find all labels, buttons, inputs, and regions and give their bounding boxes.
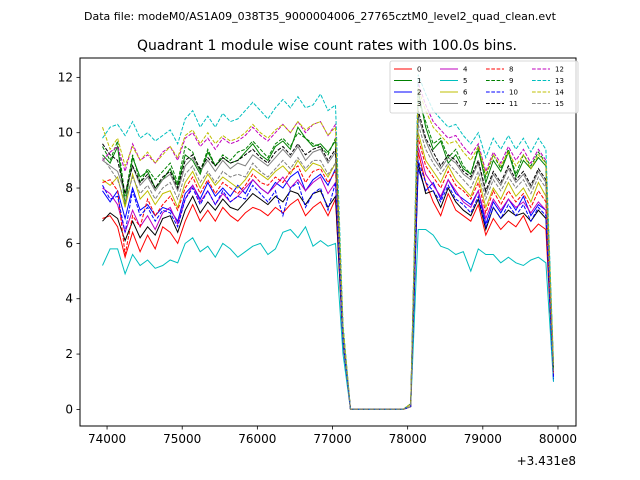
series-line-3 — [102, 162, 554, 410]
axes-frame — [79, 57, 577, 427]
y-tick-label: 2 — [65, 347, 73, 361]
legend-box — [389, 60, 579, 114]
x-axis: 74000 75000 76000 77000 78000 79000 80000 — [88, 426, 577, 446]
legend-label-6: 6 — [463, 89, 468, 97]
x-tick-label: 76000 — [238, 432, 276, 446]
legend-label-0: 0 — [417, 66, 421, 74]
legend-label-8: 8 — [509, 66, 513, 74]
legend-label-15: 15 — [555, 100, 564, 108]
x-tick-label: 79000 — [464, 432, 502, 446]
y-tick-label: 8 — [65, 181, 73, 195]
y-axis: 0 2 4 6 8 10 12 — [58, 70, 80, 416]
series-line-14 — [102, 88, 554, 410]
y-tick-label: 0 — [65, 402, 73, 416]
plot-lines — [102, 74, 554, 410]
x-tick-label: 74000 — [88, 432, 126, 446]
series-line-1 — [102, 91, 554, 410]
legend-label-10: 10 — [509, 89, 518, 97]
legend-label-13: 13 — [555, 77, 564, 85]
y-tick-label: 4 — [65, 292, 73, 306]
legend-label-3: 3 — [417, 100, 421, 108]
x-tick-label: 77000 — [313, 432, 351, 446]
legend-label-2: 2 — [417, 89, 421, 97]
chart-title: Quadrant 1 module wise count rates with … — [137, 38, 517, 54]
legend-label-11: 11 — [509, 100, 518, 108]
series-line-7 — [102, 115, 554, 410]
y-tick-label: 12 — [58, 70, 73, 84]
series-line-12 — [102, 82, 554, 410]
legend-label-7: 7 — [463, 100, 467, 108]
series-line-9 — [102, 99, 554, 410]
series-line-0 — [102, 151, 554, 410]
x-offset-label: +3.431e8 — [517, 454, 576, 468]
series-line-15 — [102, 124, 554, 410]
series-line-4 — [102, 146, 554, 410]
series-line-11 — [102, 110, 554, 410]
series-line-6 — [102, 132, 554, 410]
x-tick-label: 78000 — [389, 432, 427, 446]
series-line-10 — [102, 160, 554, 410]
legend-label-4: 4 — [463, 66, 468, 74]
x-tick-label: 75000 — [163, 432, 201, 446]
legend-label-12: 12 — [555, 66, 564, 74]
series-line-5 — [102, 225, 554, 410]
x-tick-label: 80000 — [539, 432, 577, 446]
legend-label-14: 14 — [555, 89, 564, 97]
suptitle: Data file: modeM0/AS1A09_038T35_90000040… — [84, 10, 557, 23]
series-line-8 — [102, 138, 554, 410]
y-tick-label: 10 — [58, 126, 73, 140]
legend-label-5: 5 — [463, 77, 467, 85]
series-line-13 — [102, 74, 554, 410]
y-tick-label: 6 — [65, 236, 73, 250]
legend-label-9: 9 — [509, 77, 513, 85]
legend-label-1: 1 — [417, 77, 421, 85]
